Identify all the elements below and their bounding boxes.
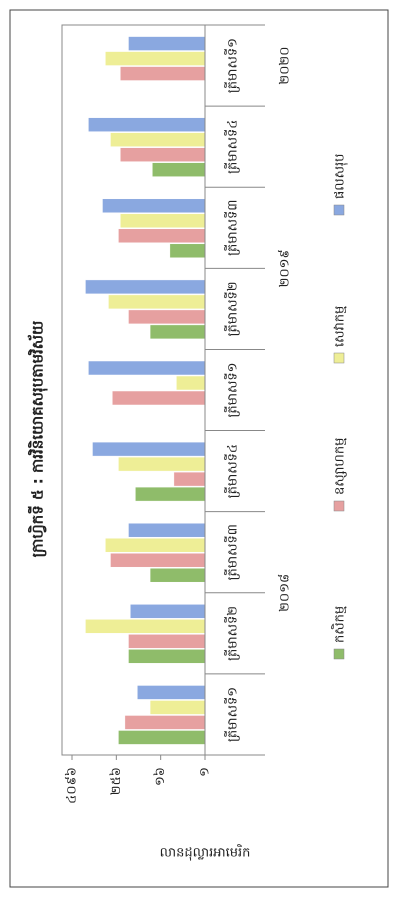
bar	[120, 147, 206, 162]
bar	[120, 66, 206, 81]
y-tick-label: ១៦	[153, 767, 168, 786]
group-label: ២០១៨	[278, 574, 293, 612]
legend-swatch	[333, 204, 345, 216]
bar	[85, 279, 206, 295]
y-tick-label: ៤០៩៦	[65, 767, 80, 804]
legend-label: ផលសរុប	[333, 154, 349, 199]
legend-swatch	[333, 648, 345, 660]
x-tick-label: ត្រីមាសទី៣	[224, 524, 241, 580]
bar	[110, 552, 206, 568]
bar	[128, 649, 206, 664]
frame	[9, 9, 389, 888]
bar	[88, 117, 206, 132]
bar	[112, 390, 206, 406]
chart-title: ក្រាហ្វិកទី ៥ : ការវិនិយោគសរុបតាមវិស័យ	[28, 321, 49, 558]
bar	[92, 441, 206, 457]
bar	[110, 132, 206, 147]
bar	[128, 522, 206, 538]
x-tick-label: ត្រីមាសទី១	[224, 687, 241, 742]
bar	[118, 730, 206, 745]
bar	[105, 537, 206, 553]
x-tick-label: ត្រីមាសទី២	[224, 281, 241, 336]
bar	[176, 375, 206, 391]
bar	[120, 213, 206, 229]
x-tick-label: ត្រីមាសទី៤	[224, 444, 241, 498]
bar	[135, 486, 206, 502]
bar	[118, 228, 206, 244]
x-tick-label: ត្រីមាសទី៣	[224, 200, 241, 256]
bar	[169, 243, 206, 259]
bar	[128, 634, 206, 649]
legend-swatch	[333, 500, 345, 512]
legend-label: សេវាកម្ម	[333, 306, 348, 347]
bar	[108, 294, 206, 310]
bar	[128, 36, 206, 51]
y-axis-label: លានដុល្លារអាមេរិក	[160, 844, 251, 862]
x-tick-label: ត្រីមាសទី២	[224, 606, 241, 661]
bar	[130, 604, 206, 619]
bar	[152, 162, 206, 177]
group-label: ២០២០	[278, 47, 293, 85]
group-label: ២០១៩	[278, 249, 293, 287]
bar	[85, 619, 206, 634]
bar	[88, 360, 206, 376]
bar	[128, 309, 206, 325]
rotated-chart: ក្រាហ្វិកទី ៥ : ការវិនិយោគសរុបតាមវិស័យ ១…	[28, 24, 349, 804]
bar	[149, 700, 206, 715]
y-tick-label: ១	[198, 767, 213, 777]
bar	[149, 324, 206, 340]
bar	[173, 471, 206, 487]
y-tick-label: ២៥៦	[109, 767, 124, 795]
legend-label: កសិកម្ម	[331, 606, 348, 643]
x-tick-label: ត្រីមាសទី១	[224, 363, 241, 418]
legend-swatch	[333, 352, 345, 364]
bar	[137, 685, 206, 700]
x-tick-label: ត្រីមាសទី១	[224, 38, 241, 93]
bar	[149, 567, 206, 583]
bar	[118, 456, 206, 472]
bar	[105, 51, 206, 66]
bar	[124, 715, 206, 730]
x-tick-label: ត្រីមាសទី៤	[224, 119, 241, 173]
bar	[102, 198, 206, 214]
legend-label: ឧស្សាហកម្ម	[333, 438, 348, 495]
